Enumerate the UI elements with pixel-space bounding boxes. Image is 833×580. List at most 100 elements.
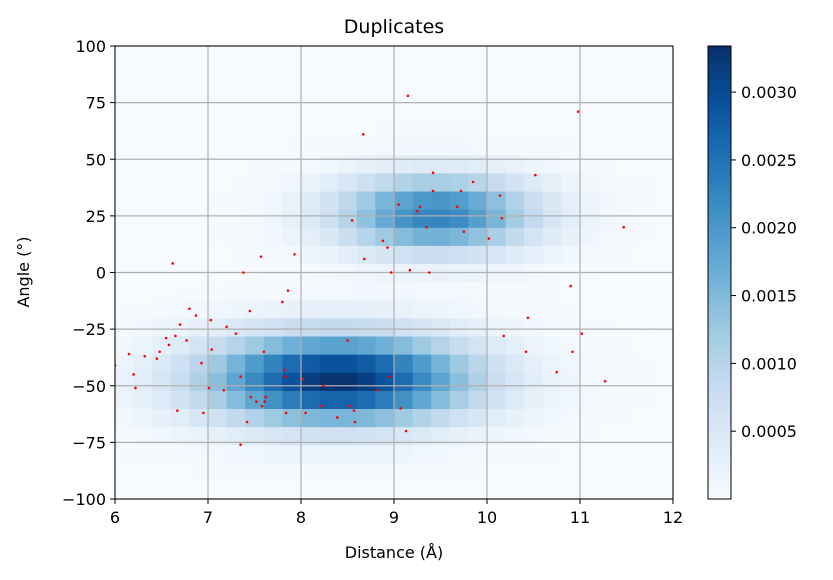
heatmap-cell — [263, 408, 283, 428]
heatmap-cell — [561, 408, 581, 428]
heatmap-cell — [301, 372, 321, 391]
heatmap-cell — [319, 82, 339, 101]
scatter-point — [255, 400, 258, 403]
heatmap-cell — [580, 227, 600, 246]
heatmap-cell — [542, 335, 562, 355]
heatmap-cell — [152, 136, 172, 156]
heatmap-cell — [635, 136, 655, 156]
scatter-point — [284, 411, 288, 415]
heatmap-cell — [561, 154, 581, 174]
heatmap-cell — [617, 335, 637, 355]
heatmap-cell — [468, 172, 488, 192]
heatmap-cell — [282, 444, 302, 464]
heatmap-cell — [263, 209, 283, 228]
heatmap-cell — [208, 154, 228, 174]
heatmap-cell — [301, 190, 321, 210]
heatmap-cell — [449, 118, 469, 138]
heatmap-cell — [170, 408, 190, 428]
scatter-point — [249, 395, 253, 399]
heatmap-cell — [617, 245, 637, 265]
heatmap-cell — [394, 281, 414, 301]
heatmap-cell — [412, 408, 432, 428]
heatmap-cell — [394, 462, 414, 482]
heatmap-cell — [338, 426, 358, 446]
heatmap-cell — [394, 46, 414, 65]
heatmap-cell — [449, 462, 469, 482]
heatmap-cell — [580, 190, 600, 210]
scatter-points — [115, 94, 626, 446]
heatmap-cell — [542, 227, 562, 246]
heatmap-cell — [319, 172, 339, 192]
scatter-point — [397, 203, 400, 206]
heatmap-cell — [468, 136, 488, 156]
heatmap-cell — [617, 281, 637, 301]
heatmap-cell — [505, 317, 525, 337]
heatmap-cell — [338, 335, 358, 355]
heatmap-cell — [542, 46, 562, 65]
heatmap-cell — [226, 154, 246, 174]
scatter-point — [293, 253, 296, 256]
scatter-point — [210, 348, 214, 351]
heatmap-cell — [133, 227, 153, 246]
heatmap-cell — [282, 335, 302, 355]
scatter-point — [242, 271, 245, 274]
heatmap-cell — [170, 136, 190, 156]
heatmap-cell — [449, 172, 469, 192]
heatmap-cell — [598, 372, 618, 391]
heatmap-cell — [561, 100, 581, 120]
heatmap-cell — [170, 372, 190, 391]
heatmap-cell — [189, 317, 209, 337]
heatmap-cell — [133, 100, 153, 120]
heatmap-cell — [449, 281, 469, 301]
heatmap-cell — [375, 354, 395, 373]
heatmap-cell — [133, 354, 153, 373]
scatter-point — [502, 334, 506, 338]
y-tick-label: −75 — [72, 433, 106, 452]
heatmap-cell — [431, 136, 451, 156]
heatmap-cell — [282, 245, 302, 265]
heatmap-cell — [449, 480, 469, 499]
heatmap-cell — [226, 317, 246, 337]
scatter-point — [127, 352, 131, 356]
heatmap-cell — [635, 100, 655, 120]
heatmap-cell — [319, 480, 339, 499]
scatter-point — [286, 289, 290, 292]
colorbar-tick-label: 0.0005 — [741, 422, 797, 441]
heatmap-cell — [226, 190, 246, 210]
heatmap-cell — [505, 46, 525, 65]
heatmap-cell — [263, 462, 283, 482]
heatmap-cell — [226, 372, 246, 391]
heatmap-cell — [356, 227, 376, 246]
heatmap-cell — [412, 462, 432, 482]
scatter-point — [259, 255, 263, 258]
heatmap-cell — [319, 64, 339, 83]
heatmap-cell — [431, 390, 451, 409]
heatmap-cell — [152, 354, 172, 373]
heatmap-cell — [356, 154, 376, 174]
heatmap-cell — [412, 190, 432, 210]
heatmap-cell — [635, 227, 655, 246]
heatmap-cell — [412, 390, 432, 409]
heatmap-cell — [561, 390, 581, 409]
heatmap-cell — [301, 299, 321, 319]
scatter-point — [425, 225, 428, 229]
heatmap-cell — [449, 136, 469, 156]
heatmap-cell — [152, 82, 172, 101]
heatmap-cell — [170, 46, 190, 65]
heatmap-cell — [189, 335, 209, 355]
heatmap-cell — [431, 335, 451, 355]
heatmap-cell — [282, 100, 302, 120]
heatmap-cell — [301, 335, 321, 355]
heatmap-cell — [189, 462, 209, 482]
heatmap-cell — [263, 299, 283, 319]
scatter-point — [200, 361, 203, 365]
heatmap-cell — [338, 462, 358, 482]
heatmap-cell — [635, 209, 655, 228]
heatmap-cell — [263, 372, 283, 391]
scatter-point — [132, 373, 135, 376]
heatmap-cell — [505, 408, 525, 428]
heatmap-cell — [356, 64, 376, 83]
heatmap-cell — [654, 281, 673, 301]
heatmap-cell — [282, 190, 302, 210]
heatmap-cell — [468, 227, 488, 246]
